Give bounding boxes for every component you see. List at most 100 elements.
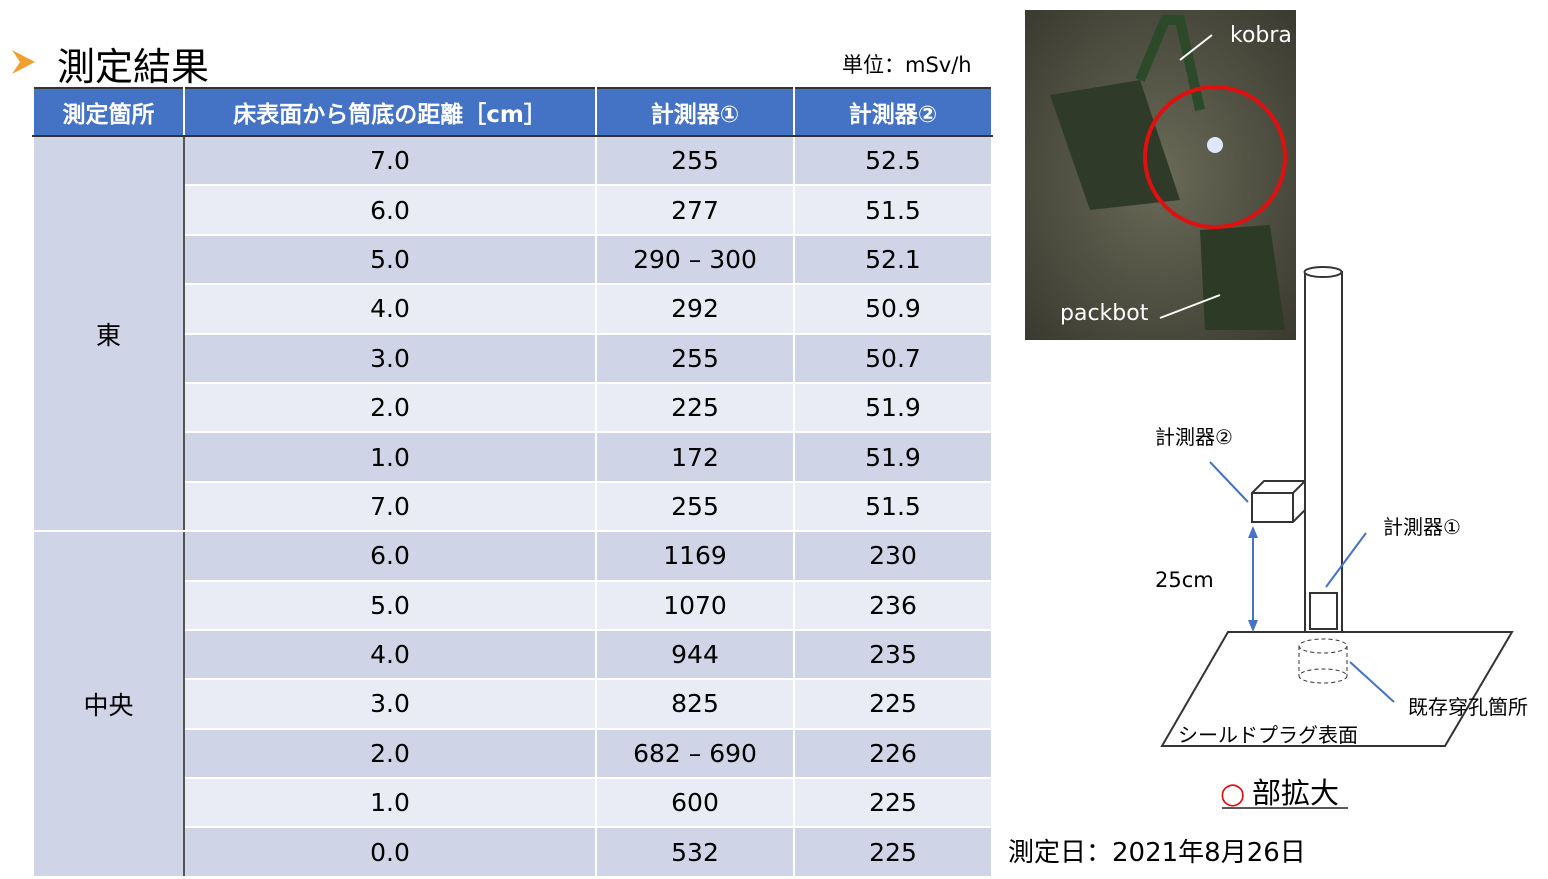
table-row: 0.0 532 225 [33,827,993,878]
arrow [1159,294,1221,319]
arrow [1179,34,1213,61]
table-row: 5.0 1070 236 [33,580,993,631]
table-row: 6.0 277 51.5 [33,185,993,236]
table-row: 東 7.0 255 52.5 [32,136,993,533]
table-cell: 255 [595,136,795,187]
table-cell: 51.5 [793,185,993,236]
photo-label: kobra [1230,23,1292,48]
arrowhead [1248,620,1258,632]
table-cell: 225 [793,827,993,878]
table-cell: 5.0 [183,580,597,631]
table-cell: 944 [595,629,795,681]
table-cell: 292 [595,284,795,335]
table-cell: 51.9 [793,432,993,483]
light [1207,137,1223,153]
date: 測定日：2021年8月26日 [1008,838,1306,868]
table-cell: 7.0 [183,481,597,533]
table-cell: 52.5 [793,136,993,187]
robot-arm [1135,15,1205,112]
table-cell: 236 [793,580,993,631]
table-cell: 0.0 [183,827,597,878]
table-cell: 277 [595,185,795,236]
table-cell: 51.9 [793,382,993,434]
table-cell: 1070 [595,580,795,631]
table-cell: 1169 [595,530,795,582]
table-row: 3.0 825 225 [33,679,993,730]
table-cell: 682 – 690 [595,728,795,780]
hole [1298,668,1348,684]
table-row: 中央 6.0 1169 230 [32,530,993,878]
leader [1349,661,1395,703]
group-label: 東 [32,136,185,533]
table-cell: 5.0 [183,234,597,286]
title: 測定結果 [57,45,210,89]
table-row: 4.0 292 50.9 [33,284,993,335]
diagram-label: 既存穿孔箇所 [1408,695,1528,719]
table-row: 2.0 682 – 690 226 [33,728,993,780]
table-cell: 600 [595,778,795,829]
diagram-label: 計測器① [1383,515,1461,539]
table-cell: 1.0 [183,432,597,483]
table-cell: 50.9 [793,284,993,335]
diagram-label: 25cm [1155,568,1214,592]
robot-body [1200,225,1285,330]
caption: 部拡大 [1252,776,1339,810]
column-header: 測定箇所 [32,88,185,137]
table-body: 東 7.0 255 52.5 6.0 277 51.5 5.0 290 – 300 52.1 4.0… [32,136,993,878]
table-cell: 7.0 [183,136,597,187]
pipe [1304,271,1343,633]
meter2 [1251,480,1306,523]
table-cell: 255 [595,481,795,533]
table-cell: 6.0 [183,185,597,236]
table-cell: 2.0 [183,382,597,434]
table-cell: 235 [793,629,993,681]
pipe-top [1303,266,1343,278]
table-cell: 172 [595,432,795,483]
unit: 単位：mSv/h [842,53,972,77]
table-cell: 225 [793,679,993,730]
highlight-circle [1143,85,1287,229]
caption-mark: ○ [1220,776,1245,810]
table-cell: 226 [793,728,993,780]
leader [1209,461,1249,503]
diagram-label: 計測器② [1155,425,1233,449]
diagram-label: シールドプラグ表面 [1178,723,1358,747]
arrowhead [1248,526,1258,538]
table-cell: 1.0 [183,778,597,829]
table-cell: 3.0 [183,333,597,384]
meter1 [1309,592,1338,630]
table-cell: 50.7 [793,333,993,384]
table-row: 4.0 944 235 [33,629,993,681]
plane [1160,631,1514,747]
table-cell: 52.1 [793,234,993,286]
table-cell: 825 [595,679,795,730]
header-row: 測定箇所 床表面から筒底の距離［cm］ 計測器① 計測器② [32,88,993,137]
table-row: 1.0 172 51.9 [33,432,993,483]
table-row: 7.0 255 51.5 [33,481,993,533]
table-cell: 6.0 [183,530,597,582]
table-cell: 290 – 300 [595,234,795,286]
table-cell: 3.0 [183,679,597,730]
leader [1325,532,1367,588]
table-row: 5.0 290 – 300 52.1 [33,234,993,286]
photo-label: packbot [1060,301,1149,326]
table-cell: 225 [595,382,795,434]
table-cell: 255 [595,333,795,384]
table-row: 1.0 600 225 [33,778,993,829]
table-row: 3.0 255 50.7 [33,333,993,384]
group-label: 中央 [32,530,185,878]
table-cell: 4.0 [183,629,597,681]
column-header: 床表面から筒底の距離［cm］ [183,88,597,137]
column-header: 計測器① [595,88,795,137]
table-cell: 4.0 [183,284,597,335]
bullet [12,50,35,74]
table-cell: 51.5 [793,481,993,533]
table-cell: 532 [595,827,795,878]
column-header: 計測器② [793,88,993,137]
table-cell: 2.0 [183,728,597,780]
table-row: 2.0 225 51.9 [33,382,993,434]
table-cell: 230 [793,530,993,582]
table-cell: 225 [793,778,993,829]
